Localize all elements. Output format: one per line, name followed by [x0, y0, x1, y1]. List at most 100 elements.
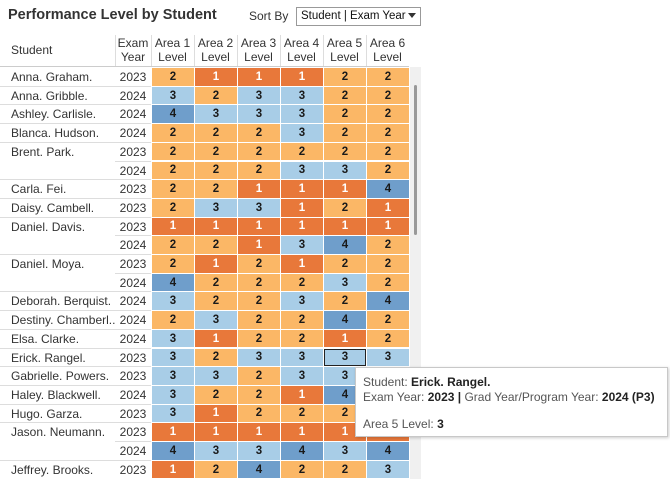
level-cell: 2 — [195, 348, 237, 367]
level-cell: 3 — [238, 348, 280, 367]
exam-year: 2024 — [119, 294, 147, 309]
level-cell: 3 — [324, 442, 366, 460]
level-cell: 2 — [367, 311, 409, 329]
exam-year: 2023 — [119, 200, 147, 215]
level-cell: 1 — [281, 198, 323, 217]
level-cell: 1 — [152, 460, 194, 479]
student-name: Blanca. Hudson. — [11, 126, 100, 141]
row-rule — [0, 85, 115, 87]
exam-year: 2024 — [119, 126, 147, 141]
level-cell: 3 — [152, 329, 194, 348]
level-cell: 2 — [324, 86, 366, 105]
level-cell: 4 — [324, 311, 366, 329]
level-cell: 3 — [281, 367, 323, 385]
sort-label: Sort By — [249, 9, 289, 23]
row-rule — [0, 141, 115, 143]
level-cell: 3 — [152, 404, 194, 423]
level-cell: 4 — [324, 236, 366, 254]
level-cell: 2 — [324, 142, 366, 161]
row-rule — [115, 328, 151, 330]
row-rule — [0, 254, 115, 255]
column-divider — [115, 35, 116, 66]
scrollbar[interactable] — [410, 67, 421, 479]
level-cell: 1 — [195, 68, 237, 86]
level-cell: 2 — [152, 236, 194, 254]
level-cell: 2 — [195, 292, 237, 311]
row-rule — [0, 216, 115, 218]
level-cell: 4 — [238, 460, 280, 479]
level-cell: 3 — [152, 367, 194, 385]
level-cell: 2 — [238, 404, 280, 423]
level-cell: 3 — [281, 348, 323, 367]
level-cell: 2 — [324, 105, 366, 124]
row-rule — [115, 310, 151, 312]
row-rule — [115, 272, 151, 274]
level-cell: 2 — [152, 68, 194, 86]
level-cell: 2 — [195, 142, 237, 161]
row-rule — [115, 141, 151, 143]
exam-year: 2024 — [119, 313, 147, 328]
exam-year: 2023 — [119, 350, 147, 365]
exam-year: 2024 — [119, 331, 147, 346]
row-rule — [0, 366, 115, 368]
column-header: Area 2 Level — [197, 36, 234, 64]
exam-year: 2023 — [119, 144, 147, 159]
column-header: Area 3 Level — [240, 36, 277, 64]
student-name: Hugo. Garza. — [11, 406, 83, 421]
level-cell: 2 — [324, 124, 366, 142]
row-rule — [115, 366, 151, 368]
level-cell: 1 — [195, 404, 237, 423]
level-cell: 2 — [152, 255, 194, 273]
level-cell: 2 — [238, 124, 280, 142]
row-rule — [115, 85, 151, 87]
level-cell: 3 — [281, 236, 323, 254]
level-cell: 2 — [238, 367, 280, 385]
level-cell: 2 — [152, 142, 194, 161]
level-cell: 4 — [367, 442, 409, 460]
row-rule — [0, 347, 115, 349]
column-divider — [237, 35, 238, 66]
level-cell: 2 — [238, 385, 280, 404]
level-cell: 2 — [152, 311, 194, 329]
row-rule — [115, 235, 151, 237]
row-rule — [115, 104, 151, 106]
level-cell: 3 — [238, 86, 280, 105]
level-cell: 2 — [281, 142, 323, 161]
level-cell: 1 — [367, 217, 409, 236]
column-divider — [280, 35, 281, 66]
level-cell: 1 — [281, 255, 323, 273]
level-cell: 2 — [281, 329, 323, 348]
level-cell: 2 — [152, 198, 194, 217]
row-rule — [0, 328, 115, 330]
level-cell: 3 — [238, 105, 280, 124]
student-name: Daniel. Davis. — [11, 219, 86, 234]
level-cell: 2 — [324, 68, 366, 86]
level-cell: 3 — [238, 442, 280, 460]
exam-year: 2023 — [119, 406, 147, 421]
tooltip-label: Student: — [363, 375, 408, 389]
sort-dropdown[interactable]: Student | Exam Year — [296, 7, 421, 26]
level-cell: 2 — [367, 105, 409, 124]
tooltip-value: 2024 (P3) — [601, 390, 655, 404]
level-cell[interactable]: 3 — [324, 348, 366, 367]
level-cell: 3 — [281, 161, 323, 180]
tooltip: Student: Erick. Rangel. Exam Year: 2023 |… — [355, 367, 668, 437]
student-name: Destiny. Chamberl.. — [11, 313, 115, 328]
tooltip-label: Grad Year/Program Year: — [464, 390, 599, 404]
level-cell: 1 — [324, 329, 366, 348]
scrollbar-thumb[interactable] — [414, 85, 417, 235]
column-header: Exam Year — [117, 36, 149, 64]
level-cell: 2 — [152, 124, 194, 142]
level-cell: 3 — [195, 442, 237, 460]
level-cell: 3 — [152, 292, 194, 311]
tooltip-line: Student: Erick. Rangel. — [363, 375, 660, 389]
student-name: Ashley. Carlisle. — [11, 107, 97, 122]
column-header: Area 6 Level — [369, 36, 406, 64]
student-name: Daniel. Moya. — [11, 257, 85, 271]
student-name: Jeffrey. Brooks. — [11, 462, 94, 477]
level-cell: 2 — [238, 273, 280, 292]
level-cell: 1 — [281, 68, 323, 86]
student-name: Brent. Park. — [11, 144, 75, 159]
column-header: Area 4 Level — [283, 36, 320, 64]
column-divider — [151, 35, 152, 66]
